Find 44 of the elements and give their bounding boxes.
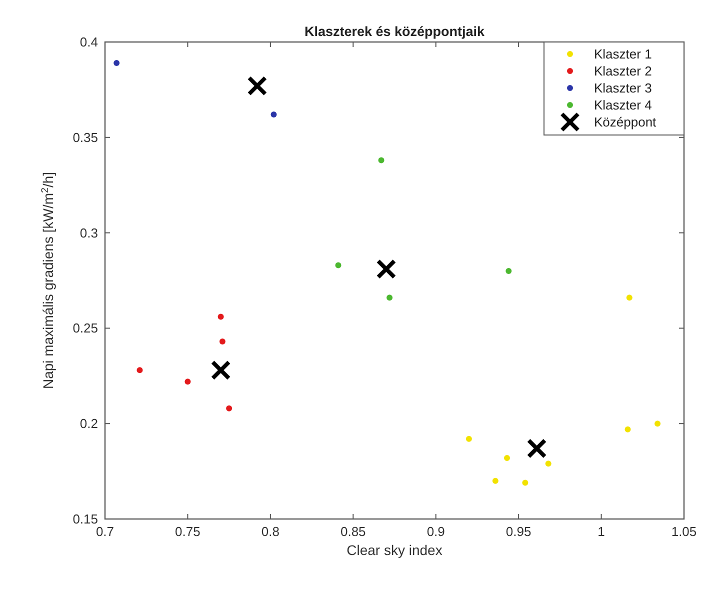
legend-label: Klaszter 1 (594, 46, 652, 62)
point (378, 157, 384, 164)
point (136, 367, 143, 374)
point (386, 294, 393, 301)
point (626, 294, 632, 301)
x-tick-label: 0.8 (261, 524, 280, 539)
chart-title: Klaszterek és középpontjaik (304, 24, 486, 39)
point (247, 76, 268, 96)
point (624, 426, 631, 432)
point (376, 259, 396, 280)
point (492, 478, 498, 484)
point (506, 268, 512, 274)
legend-label: Középpont (594, 114, 657, 130)
x-tick-label: 0.75 (175, 524, 200, 539)
point (184, 378, 191, 385)
x-tick-label: 0.85 (340, 524, 366, 539)
point (466, 436, 472, 442)
legend-label: Klaszter 3 (594, 80, 652, 96)
point (545, 460, 552, 467)
y-tick-label: 0.3 (80, 225, 98, 240)
x-axis-title: Clear sky index (346, 542, 442, 558)
point (219, 338, 226, 345)
point (218, 314, 224, 320)
point (335, 262, 342, 268)
x-tick-label: 0.9 (426, 524, 445, 539)
y-tick-label: 0.2 (80, 416, 98, 432)
y-tick-label: 0.35 (72, 130, 98, 145)
x-tick-label: 0.95 (506, 524, 532, 539)
legend-label: Klaszter 2 (594, 64, 652, 78)
x-tick-label: 1.05 (671, 524, 697, 539)
point (114, 60, 120, 66)
legend-label: Klaszter 4 (594, 98, 652, 112)
point (210, 360, 231, 380)
point (522, 480, 528, 486)
y-tick-label: 0.15 (72, 512, 98, 526)
y-tick-label: 0.4 (80, 34, 98, 50)
y-tick-label: 0.25 (72, 320, 98, 336)
point (270, 112, 277, 118)
x-tick-label: 0.7 (96, 524, 114, 539)
x-tick-label: 1 (598, 524, 605, 539)
point (504, 454, 510, 461)
point (526, 438, 547, 458)
point (654, 420, 661, 427)
point (226, 405, 232, 412)
